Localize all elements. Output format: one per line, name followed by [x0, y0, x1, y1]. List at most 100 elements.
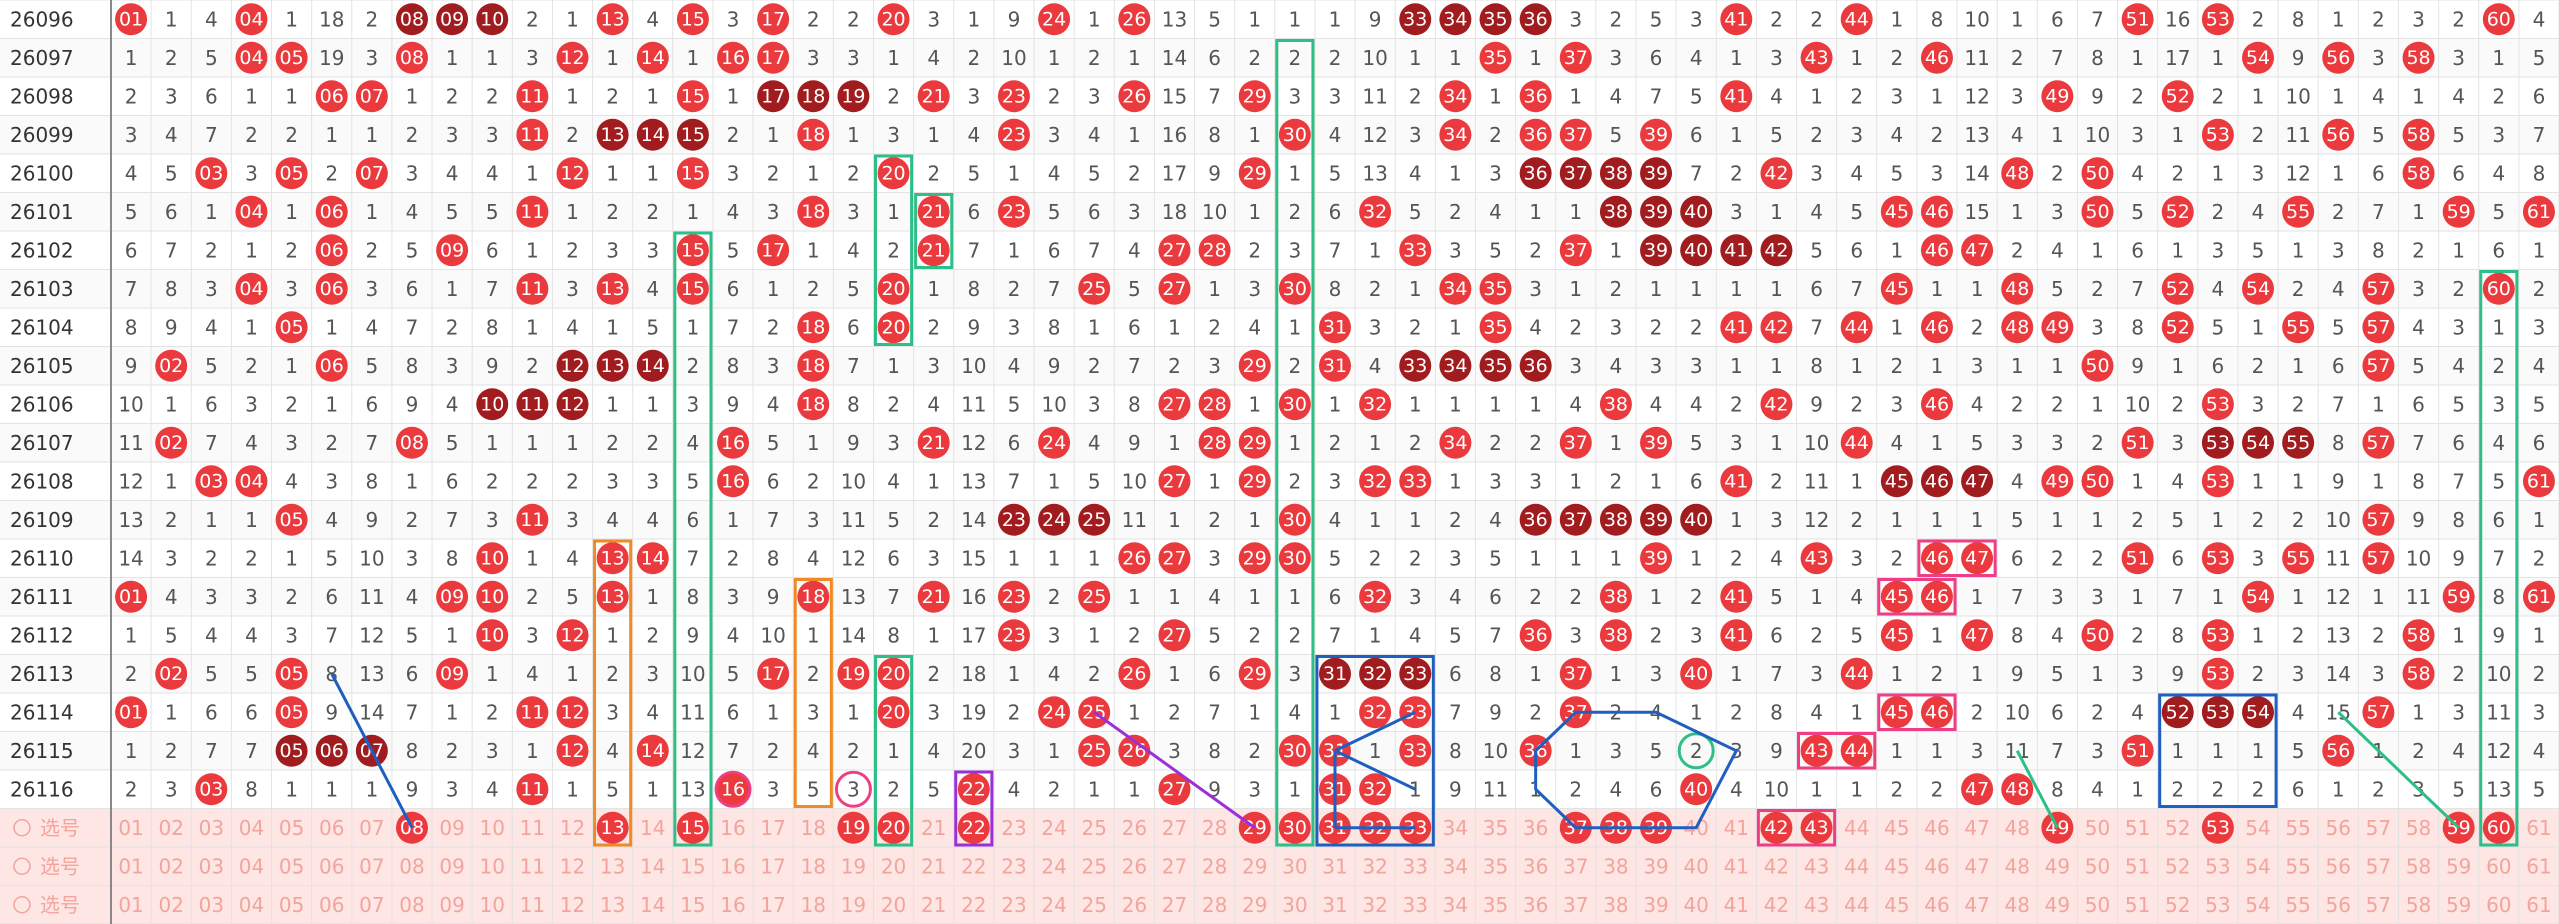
picker-number[interactable]: 49 [2045, 854, 2070, 878]
picker-number[interactable]: 09 [439, 893, 464, 917]
picker-number[interactable]: 52 [2165, 816, 2190, 840]
picker-number[interactable]: 16 [720, 816, 745, 840]
picker-number[interactable]: 03 [199, 893, 224, 917]
picker-number[interactable]: 27 [1162, 816, 1187, 840]
picker-number[interactable]: 50 [2085, 854, 2110, 878]
picker-number[interactable]: 24 [1041, 893, 1066, 917]
picker-number[interactable]: 30 [1282, 893, 1307, 917]
picker-number[interactable]: 60 [2486, 893, 2511, 917]
picker-number[interactable]: 34 [1443, 893, 1468, 917]
picker-number[interactable]: 19 [841, 893, 866, 917]
picker-number[interactable]: 42 [1764, 893, 1789, 917]
picked-ball[interactable]: 19 [837, 811, 870, 844]
picker-number[interactable]: 04 [239, 816, 264, 840]
picker-number[interactable]: 37 [1563, 893, 1588, 917]
picker-number[interactable]: 40 [1683, 854, 1708, 878]
picker-number[interactable]: 22 [961, 854, 986, 878]
picker-number[interactable]: 06 [319, 893, 344, 917]
picker-number[interactable]: 05 [279, 816, 304, 840]
picker-number[interactable]: 44 [1844, 893, 1869, 917]
picker-number[interactable]: 15 [680, 854, 705, 878]
picker-number[interactable]: 41 [1724, 816, 1749, 840]
picker-number[interactable]: 45 [1884, 854, 1909, 878]
picker-number[interactable]: 12 [560, 893, 585, 917]
picker-number[interactable]: 57 [2366, 816, 2391, 840]
picker-number[interactable]: 18 [801, 816, 826, 840]
picker-number[interactable]: 51 [2125, 893, 2150, 917]
picker-number[interactable]: 38 [1603, 893, 1628, 917]
picker-number[interactable]: 32 [1362, 893, 1387, 917]
picker-number[interactable]: 54 [2245, 816, 2270, 840]
picker-number[interactable]: 58 [2406, 893, 2431, 917]
picked-ball[interactable]: 53 [2201, 811, 2234, 844]
picker-number[interactable]: 10 [480, 893, 505, 917]
picker-number[interactable]: 04 [239, 893, 264, 917]
picker-number[interactable]: 24 [1041, 854, 1066, 878]
picker-number[interactable]: 12 [560, 816, 585, 840]
radio[interactable] [13, 896, 31, 914]
picker-number[interactable]: 52 [2165, 893, 2190, 917]
picker-number[interactable]: 02 [158, 816, 183, 840]
picker-number[interactable]: 55 [2285, 816, 2310, 840]
picker-number[interactable]: 06 [319, 816, 344, 840]
picker-number[interactable]: 22 [961, 893, 986, 917]
picker-number[interactable]: 56 [2326, 816, 2351, 840]
picker-number[interactable]: 41 [1724, 854, 1749, 878]
picker-number[interactable]: 51 [2125, 816, 2150, 840]
picker-number[interactable]: 35 [1483, 893, 1508, 917]
picker-number[interactable]: 58 [2406, 816, 2431, 840]
picker-number[interactable]: 56 [2326, 854, 2351, 878]
picker-number[interactable]: 55 [2285, 893, 2310, 917]
picker-number[interactable]: 48 [2005, 816, 2030, 840]
picker-number[interactable]: 08 [399, 854, 424, 878]
picker-number[interactable]: 36 [1523, 854, 1548, 878]
picker-number[interactable]: 23 [1001, 893, 1026, 917]
picker-number[interactable]: 39 [1643, 854, 1668, 878]
picker-number[interactable]: 21 [921, 854, 946, 878]
picker-number[interactable]: 51 [2125, 854, 2150, 878]
picker-number[interactable]: 44 [1844, 854, 1869, 878]
picker-number[interactable]: 57 [2366, 854, 2391, 878]
picker-number[interactable]: 08 [399, 893, 424, 917]
picked-ball[interactable]: 30 [1278, 811, 1311, 844]
picker-number[interactable]: 02 [158, 854, 183, 878]
picker-number[interactable]: 45 [1884, 893, 1909, 917]
picker-number[interactable]: 01 [118, 854, 143, 878]
picker-number[interactable]: 11 [520, 854, 545, 878]
picker-number[interactable]: 53 [2205, 854, 2230, 878]
picker-number[interactable]: 60 [2486, 854, 2511, 878]
picker-number[interactable]: 55 [2285, 854, 2310, 878]
picker-label[interactable]: 选号 [40, 854, 80, 878]
picker-number[interactable]: 25 [1081, 893, 1106, 917]
picker-number[interactable]: 30 [1282, 854, 1307, 878]
picker-number[interactable]: 52 [2165, 854, 2190, 878]
picker-number[interactable]: 17 [760, 854, 785, 878]
picked-ball[interactable]: 60 [2482, 811, 2515, 844]
picker-number[interactable]: 59 [2446, 854, 2471, 878]
picker-number[interactable]: 27 [1162, 854, 1187, 878]
picker-number[interactable]: 26 [1122, 854, 1147, 878]
picked-ball[interactable]: 20 [877, 811, 910, 844]
picker-number[interactable]: 48 [2005, 854, 2030, 878]
picker-number[interactable]: 35 [1483, 854, 1508, 878]
picker-number[interactable]: 58 [2406, 854, 2431, 878]
picker-number[interactable]: 53 [2205, 893, 2230, 917]
picker-number[interactable]: 28 [1202, 854, 1227, 878]
picker-number[interactable]: 01 [118, 816, 143, 840]
picked-ball[interactable]: 15 [676, 811, 709, 844]
picker-number[interactable]: 38 [1603, 854, 1628, 878]
picker-number[interactable]: 28 [1202, 893, 1227, 917]
picker-number[interactable]: 24 [1041, 816, 1066, 840]
picker-number[interactable]: 16 [720, 854, 745, 878]
picker-number[interactable]: 31 [1322, 854, 1347, 878]
picker-number[interactable]: 43 [1804, 854, 1829, 878]
picker-number[interactable]: 07 [359, 893, 384, 917]
picker-number[interactable]: 20 [881, 854, 906, 878]
picker-number[interactable]: 50 [2085, 893, 2110, 917]
picker-number[interactable]: 10 [480, 854, 505, 878]
picker-number[interactable]: 05 [279, 893, 304, 917]
picker-number[interactable]: 11 [520, 816, 545, 840]
picker-number[interactable]: 29 [1242, 854, 1267, 878]
picker-number[interactable]: 61 [2526, 854, 2551, 878]
picker-number[interactable]: 25 [1081, 854, 1106, 878]
